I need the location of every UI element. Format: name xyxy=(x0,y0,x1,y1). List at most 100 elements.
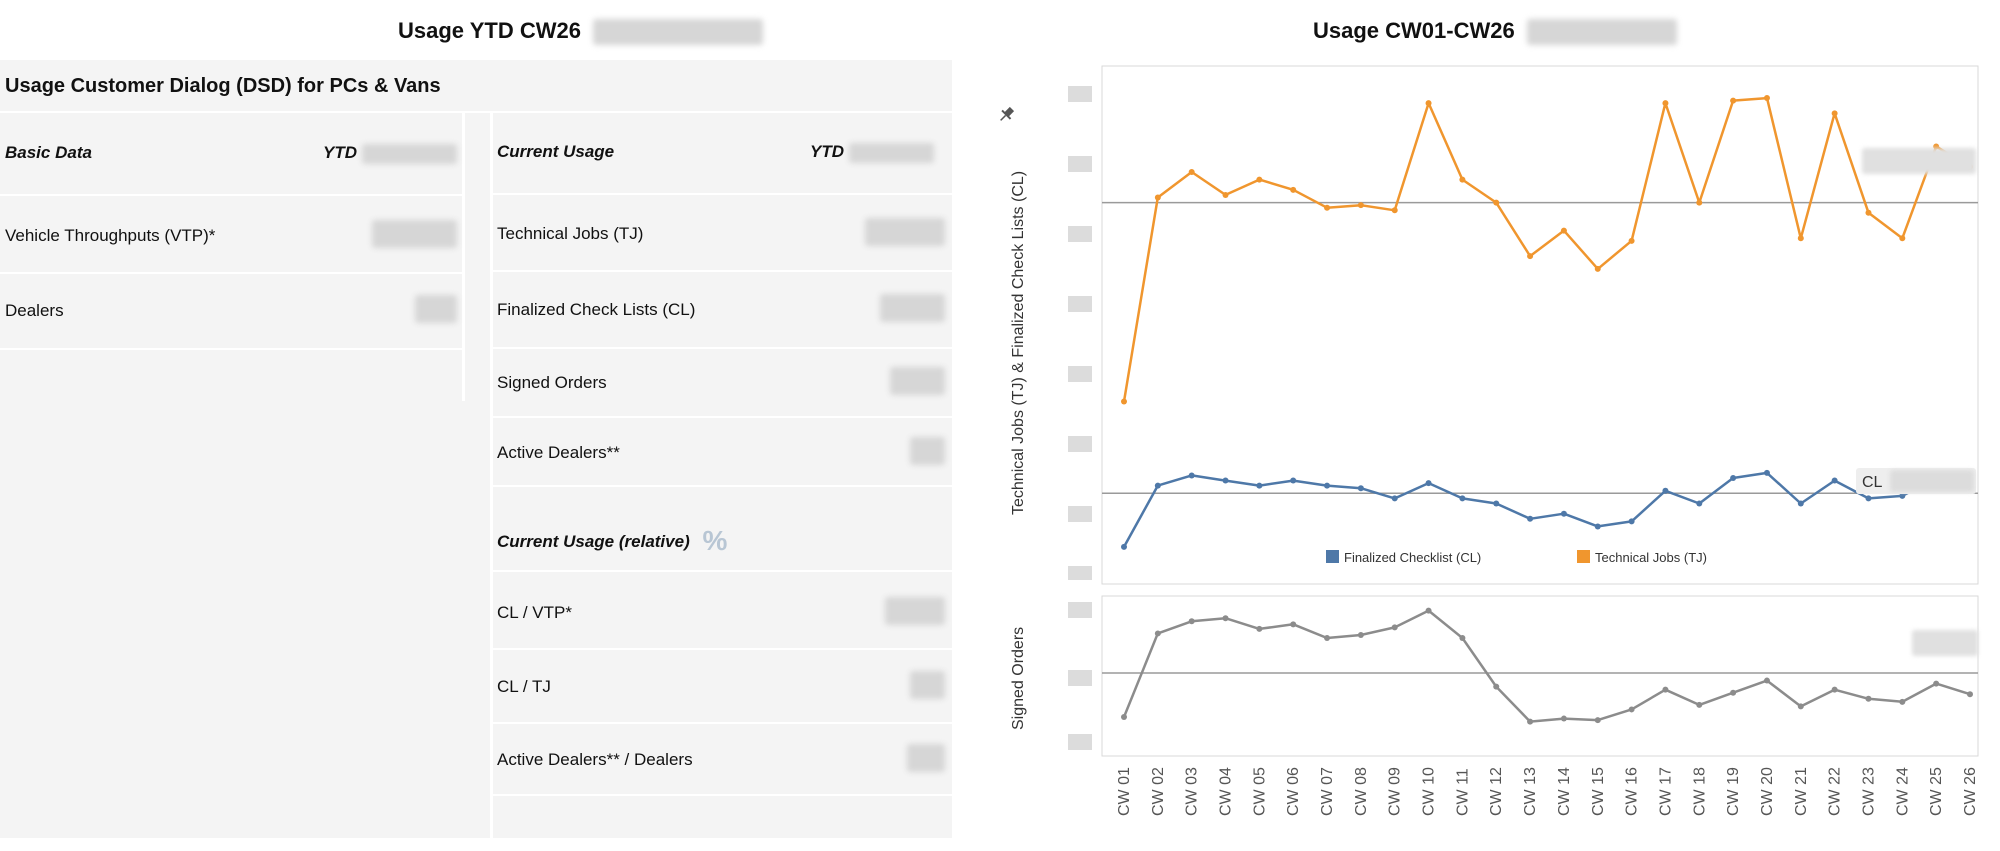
cl-series-point[interactable] xyxy=(1121,543,1127,550)
tj-series-point[interactable] xyxy=(1560,227,1567,234)
signed-orders-series-point[interactable] xyxy=(1154,630,1161,637)
signed-orders-series-point[interactable] xyxy=(1730,689,1737,696)
signed-orders-series-point[interactable] xyxy=(1865,695,1872,702)
tj-series-point[interactable] xyxy=(1594,265,1601,272)
signed-orders-series-point[interactable] xyxy=(1188,618,1195,625)
cl-series-point[interactable] xyxy=(1256,482,1263,489)
signed-orders-series-point[interactable] xyxy=(1831,686,1838,693)
divider xyxy=(493,485,952,487)
tj-series-point[interactable] xyxy=(1730,97,1737,104)
cl-series-point[interactable] xyxy=(1628,518,1635,525)
cl-series-point[interactable] xyxy=(1324,482,1331,489)
tj-series-point[interactable] xyxy=(1696,199,1703,206)
cl-series-point[interactable] xyxy=(1459,495,1466,502)
cl-series-point[interactable] xyxy=(1899,492,1906,499)
signed-orders-series-point[interactable] xyxy=(1594,717,1601,724)
cl-series-point[interactable] xyxy=(1188,472,1195,479)
tj-series-point[interactable] xyxy=(1154,194,1161,201)
redacted-value xyxy=(907,744,945,772)
signed-orders-series-point[interactable] xyxy=(1256,625,1263,632)
cl-series-point[interactable] xyxy=(1560,510,1567,517)
tj-series-point[interactable] xyxy=(1425,100,1432,107)
tj-series-point[interactable] xyxy=(1899,235,1906,242)
tj-series-point[interactable] xyxy=(1290,186,1297,193)
signed-orders-series-point[interactable] xyxy=(1662,686,1669,693)
cl-series-point[interactable] xyxy=(1290,477,1297,484)
cl-series-point[interactable] xyxy=(1763,469,1770,476)
tj-series-point[interactable] xyxy=(1865,209,1872,216)
cl-series-point[interactable] xyxy=(1730,475,1737,481)
signed-orders-series-point[interactable] xyxy=(1493,683,1500,690)
pin-icon[interactable] xyxy=(996,105,1016,125)
row-label-active-dealers: Active Dealers** xyxy=(497,443,620,462)
tj-series-point[interactable] xyxy=(1357,202,1364,209)
signed-orders-series-point[interactable] xyxy=(1967,691,1973,698)
tj-series-point[interactable] xyxy=(1662,100,1669,107)
cl-series-point[interactable] xyxy=(1357,485,1364,492)
signed-orders-series-point[interactable] xyxy=(1527,718,1534,725)
cl-series-point[interactable] xyxy=(1662,487,1669,494)
signed-orders-series-point[interactable] xyxy=(1459,635,1466,641)
signed-orders-series-point[interactable] xyxy=(1357,631,1364,638)
signed-orders-series-point[interactable] xyxy=(1290,621,1297,628)
tj-series-point[interactable] xyxy=(1527,253,1534,260)
signed-orders-series-point[interactable] xyxy=(1324,635,1331,641)
divider xyxy=(0,348,462,350)
signed-orders-series-point[interactable] xyxy=(1696,701,1703,708)
tj-series-point[interactable] xyxy=(1188,169,1195,175)
x-tick-label: CW 23 xyxy=(1860,767,1877,816)
cl-series-point[interactable] xyxy=(1391,495,1398,502)
tj-series-point[interactable] xyxy=(1797,235,1804,242)
current-usage-header: Current Usage xyxy=(497,142,615,161)
x-tick-label: CW 24 xyxy=(1894,767,1911,816)
cl-series-point[interactable] xyxy=(1865,495,1872,502)
redacted-value xyxy=(415,295,457,323)
signed-orders-plot xyxy=(1102,607,1978,725)
tj-series-point[interactable] xyxy=(1628,237,1635,244)
signed-orders-series-point[interactable] xyxy=(1933,680,1940,687)
x-tick-label: CW 19 xyxy=(1725,767,1742,816)
tj-series-point[interactable] xyxy=(1493,199,1500,206)
divider xyxy=(493,794,952,796)
cl-series-point[interactable] xyxy=(1222,477,1229,484)
cl-series-point[interactable] xyxy=(1493,500,1500,507)
cl-series-point[interactable] xyxy=(1831,477,1838,484)
tj-series-point[interactable] xyxy=(1391,207,1398,214)
tj-series-point[interactable] xyxy=(1459,176,1466,183)
tj-series-point[interactable] xyxy=(1222,191,1229,198)
signed-orders-series-point[interactable] xyxy=(1391,624,1398,631)
signed-orders-series-point[interactable] xyxy=(1425,607,1432,614)
signed-orders-series-point[interactable] xyxy=(1797,703,1804,710)
cl-series-point[interactable] xyxy=(1696,500,1703,507)
cl-series-point[interactable] xyxy=(1425,480,1432,487)
x-tick-label: CW 13 xyxy=(1522,767,1539,816)
divider xyxy=(493,416,952,418)
signed-orders-series-point[interactable] xyxy=(1560,715,1567,722)
tj-series-point[interactable] xyxy=(1831,110,1838,117)
tj-series-point[interactable] xyxy=(1324,204,1331,211)
signed-orders-series-line xyxy=(1122,609,1971,723)
tj-series-line xyxy=(1122,96,1971,402)
tj-series-point[interactable] xyxy=(1763,95,1770,102)
signed-orders-series-point[interactable] xyxy=(1899,698,1906,705)
redacted-value xyxy=(910,671,945,699)
signed-orders-series-point[interactable] xyxy=(1222,615,1229,622)
tj-series-point[interactable] xyxy=(1121,398,1127,405)
cl-series-point[interactable] xyxy=(1594,523,1601,530)
cl-series-point[interactable] xyxy=(1797,500,1804,507)
redacted-value xyxy=(910,437,945,465)
signed-orders-series-point[interactable] xyxy=(1121,714,1127,721)
row-label-tj: Technical Jobs (TJ) xyxy=(497,224,644,243)
relative-usage-title: Current Usage (relative) xyxy=(497,532,690,551)
right-title: Usage CW01-CW26 xyxy=(1313,18,1677,46)
divider xyxy=(493,193,952,195)
redacted-value xyxy=(848,142,934,163)
cl-series-point[interactable] xyxy=(1154,482,1161,489)
tj-cl-plot xyxy=(1102,95,1978,550)
signed-orders-series-point[interactable] xyxy=(1628,706,1635,713)
tj-average-badge xyxy=(1862,148,1976,174)
signed-orders-series-point[interactable] xyxy=(1763,677,1770,684)
chart-legend: Finalized Checklist (CL) Technical Jobs … xyxy=(1326,550,1707,565)
tj-series-point[interactable] xyxy=(1256,176,1263,183)
cl-series-point[interactable] xyxy=(1527,515,1534,522)
